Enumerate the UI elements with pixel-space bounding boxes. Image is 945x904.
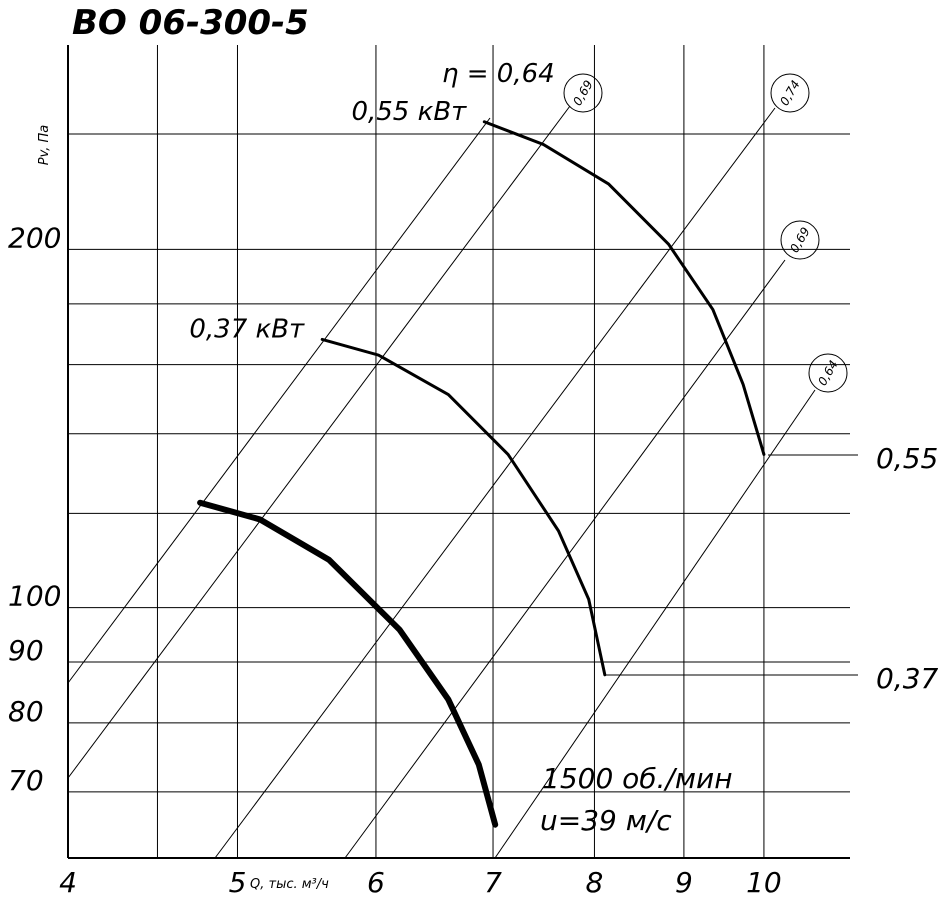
x-axis-label: Q, тыс. м³/ч (250, 877, 329, 892)
eff-circle (808, 353, 848, 393)
x-tick-label: 9 (675, 866, 693, 899)
x-tick-label: 7 (484, 866, 502, 899)
x-tick-label: 8 (586, 866, 604, 899)
eff-label: 0,69 (570, 78, 595, 108)
power-label: 0,37 (876, 662, 939, 695)
curve-label: 0,55 кВт (351, 97, 467, 127)
eff-circle (780, 220, 820, 260)
y-tick-label: 90 (8, 634, 44, 667)
eff-line (344, 259, 786, 859)
y-axis-label: Pv, Па (37, 125, 52, 166)
eff-line (67, 105, 571, 779)
power-label: 0,55 (876, 442, 938, 475)
chart-title: ВО 06-300-5 (72, 3, 309, 43)
y-tick-label: 100 (8, 580, 61, 613)
eff-line (214, 107, 776, 859)
x-tick-label: 4 (59, 866, 77, 899)
eta-label: η = 0,64 (442, 59, 555, 89)
x-tick-label: 10 (746, 866, 782, 899)
eff-label: 0,69 (787, 225, 812, 255)
curve (320, 337, 607, 677)
x-tick-label: 5 (229, 866, 247, 899)
eff-line (67, 117, 491, 684)
y-tick-label: 200 (8, 221, 61, 254)
speed-label: 1500 об./мин (542, 762, 733, 795)
eff-circle (563, 73, 603, 113)
y-tick-label: 80 (8, 695, 44, 728)
curve (482, 120, 766, 456)
curve (197, 499, 499, 828)
eff-label: 0,74 (777, 78, 802, 108)
eff-line (494, 389, 816, 859)
tip-speed-label: u=39 м/с (540, 804, 672, 837)
eff-circle (770, 73, 810, 113)
curve-label: 0,37 кВт (189, 314, 305, 344)
x-tick-label: 6 (367, 866, 385, 899)
y-tick-label: 70 (8, 764, 44, 797)
eff-label: 0,64 (815, 358, 840, 388)
efficiency-lines: 0,69 0,74 0,69 0,64 η = 0,64 (67, 59, 848, 859)
